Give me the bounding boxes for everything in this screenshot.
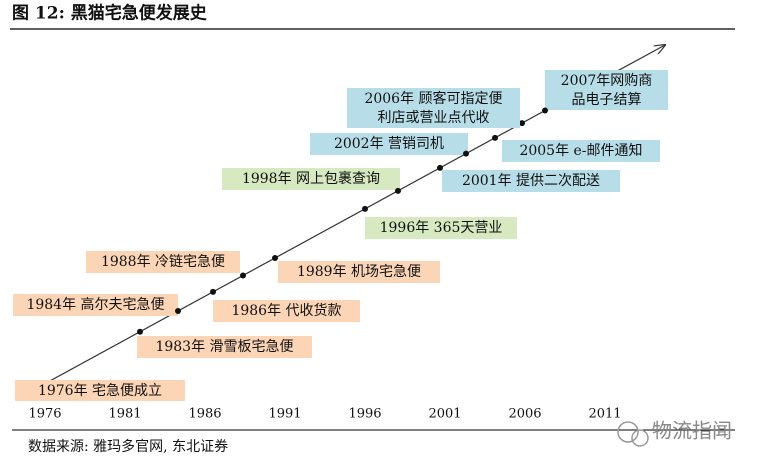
event-box — [15, 380, 185, 401]
event-label: 利店或营业点代收 — [378, 110, 490, 126]
event-dot — [437, 164, 443, 171]
event-dot — [175, 307, 181, 314]
event-label: 2001年 提供二次配送 — [462, 173, 600, 189]
event-box — [502, 140, 660, 162]
event-box — [545, 70, 668, 110]
event-label: 品电子结算 — [572, 92, 642, 108]
event-box — [137, 336, 312, 358]
event-box — [310, 133, 468, 155]
event-label: 1986年 代收货款 — [231, 302, 341, 319]
title: 图 12: 黑猫宅急便发展史 — [12, 3, 208, 24]
event-box — [13, 294, 178, 316]
event-label: 2007年网购商 — [561, 73, 653, 89]
event-dot — [395, 187, 401, 194]
event-box — [213, 300, 360, 322]
axis-label: 2011 — [588, 407, 621, 422]
event-label: 1996年 365天营业 — [380, 220, 503, 236]
axis-label: 2001 — [428, 407, 461, 422]
event-box — [365, 217, 517, 239]
event-box — [442, 170, 620, 192]
event-box — [278, 261, 440, 283]
event-dot — [240, 272, 246, 279]
axis-label: 1986 — [188, 407, 221, 422]
event-label: 1984年 高尔夫宅急便 — [26, 296, 164, 313]
event-dot — [542, 107, 548, 114]
axis-label: 1981 — [108, 407, 141, 422]
event-box — [86, 251, 240, 273]
event-dot — [210, 288, 216, 295]
event-dot — [272, 255, 278, 261]
watermark: 物流指闻 — [617, 419, 732, 447]
event-label: 2006年 顾客可指定便 — [364, 90, 502, 107]
event-box — [347, 88, 520, 128]
watermark-icon — [631, 429, 649, 447]
event-label: 1998年 网上包裹查询 — [242, 171, 380, 187]
axis-label: 1991 — [268, 407, 301, 422]
event-dot — [463, 150, 469, 157]
event-label: 1989年 机场宅急便 — [297, 264, 421, 280]
watermark-text: 物流指闻 — [652, 419, 732, 443]
axis-label: 1976 — [28, 407, 61, 422]
event-label: 1983年 滑雪板宅急便 — [155, 338, 293, 355]
event-box — [222, 168, 400, 190]
event-label: 2005年 e-邮件通知 — [519, 142, 642, 159]
event-label: 1976年 宅急便成立 — [38, 383, 162, 399]
event-dot — [519, 120, 525, 127]
event-dot — [137, 328, 143, 335]
event-dot — [362, 205, 368, 212]
source: 数据来源: 雅玛多官网, 东北证券 — [28, 438, 228, 455]
axis-label: 1996 — [348, 407, 381, 422]
event-label: 2002年 营销司机 — [334, 136, 444, 152]
event-dot — [492, 134, 498, 141]
watermark-icon — [617, 421, 639, 443]
axis-label: 2006 — [508, 407, 541, 422]
event-label: 1988年 冷链宅急便 — [101, 254, 225, 270]
